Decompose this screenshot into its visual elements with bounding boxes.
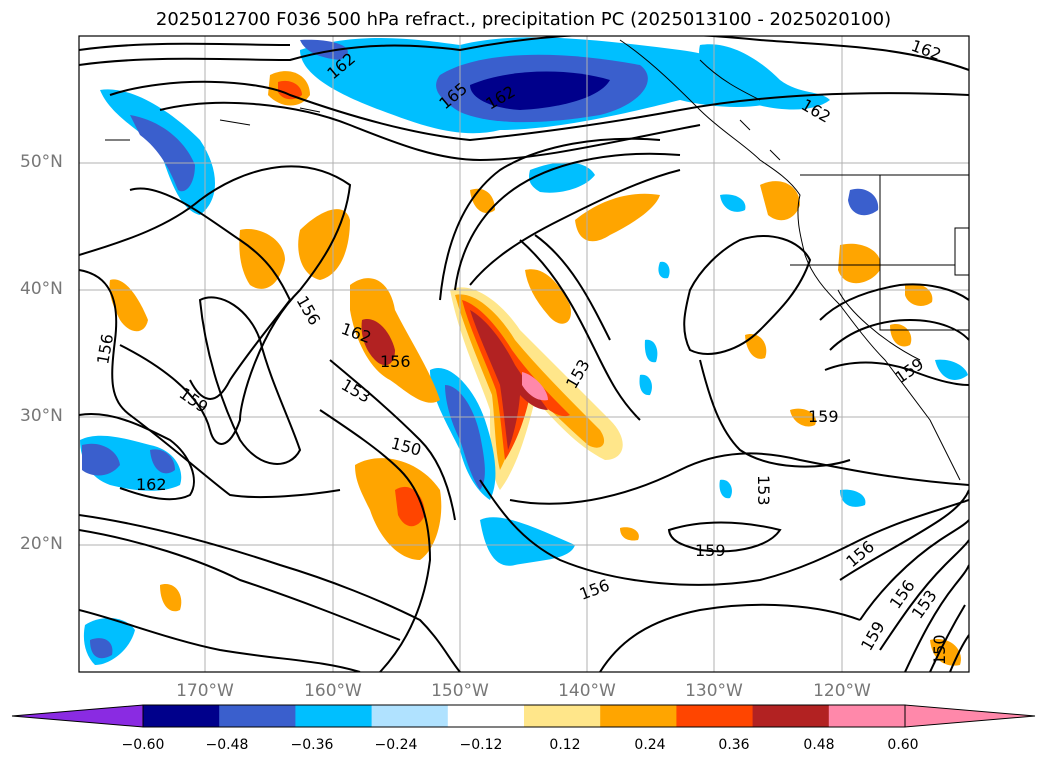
colorbar-segment	[752, 705, 830, 727]
colorbar-segment	[600, 705, 677, 727]
lon-label: 170°W	[176, 681, 234, 701]
plot-frame	[78, 35, 970, 673]
contour-label: 162	[136, 475, 167, 494]
colorbar-segment	[447, 705, 525, 727]
colorbar-segment	[524, 705, 601, 727]
colorbar-segment	[676, 705, 754, 727]
colorbar-tick: −0.36	[290, 737, 334, 753]
contour-label: 159	[808, 407, 839, 426]
lon-label: 140°W	[558, 681, 616, 701]
lon-label: 160°W	[304, 681, 362, 701]
lon-label: 130°W	[685, 681, 743, 701]
colorbar-extend-min	[11, 704, 144, 728]
colorbar-tick: 0.60	[887, 737, 919, 753]
colorbar-tick: 0.48	[803, 737, 835, 753]
lat-label: 50°N	[20, 152, 63, 172]
map-title: 2025012700 F036 500 hPa refract., precip…	[155, 9, 892, 30]
lon-label: 150°W	[431, 681, 489, 701]
colorbar-tick: 0.24	[634, 737, 666, 753]
colorbar	[11, 704, 1036, 728]
coastlines	[105, 39, 969, 481]
colorbar-segments	[11, 704, 1036, 728]
colorbar-tick: 0.36	[718, 737, 750, 753]
colorbar-segment	[143, 705, 220, 727]
colorbar-segment	[219, 705, 296, 727]
colorbar-tick: −0.12	[459, 737, 503, 753]
colorbar-segment	[371, 705, 449, 727]
contour-label: 150	[930, 634, 949, 665]
contour-label: 159	[695, 541, 726, 560]
lat-label: 30°N	[20, 406, 63, 426]
colorbar-frame	[142, 704, 906, 728]
colorbar-segment	[828, 705, 906, 727]
colorbar-extend-max	[904, 704, 1036, 728]
colorbar-segment	[295, 705, 373, 727]
map-plot: 156 159 162 153 150 156 162 156 165 162 …	[78, 35, 970, 673]
contour-label: 153	[754, 475, 773, 506]
colorbar-tick: −0.60	[121, 737, 165, 753]
lon-label: 120°W	[813, 681, 871, 701]
lat-label: 40°N	[20, 279, 63, 299]
refractivity-contours	[79, 36, 969, 672]
colorbar-tick: 0.12	[549, 737, 581, 753]
colorbar-tick: −0.48	[205, 737, 249, 753]
precip-shading	[80, 37, 968, 666]
lat-label: 20°N	[20, 534, 63, 554]
colorbar-tick: −0.24	[374, 737, 418, 753]
contour-label: 156	[380, 352, 411, 371]
